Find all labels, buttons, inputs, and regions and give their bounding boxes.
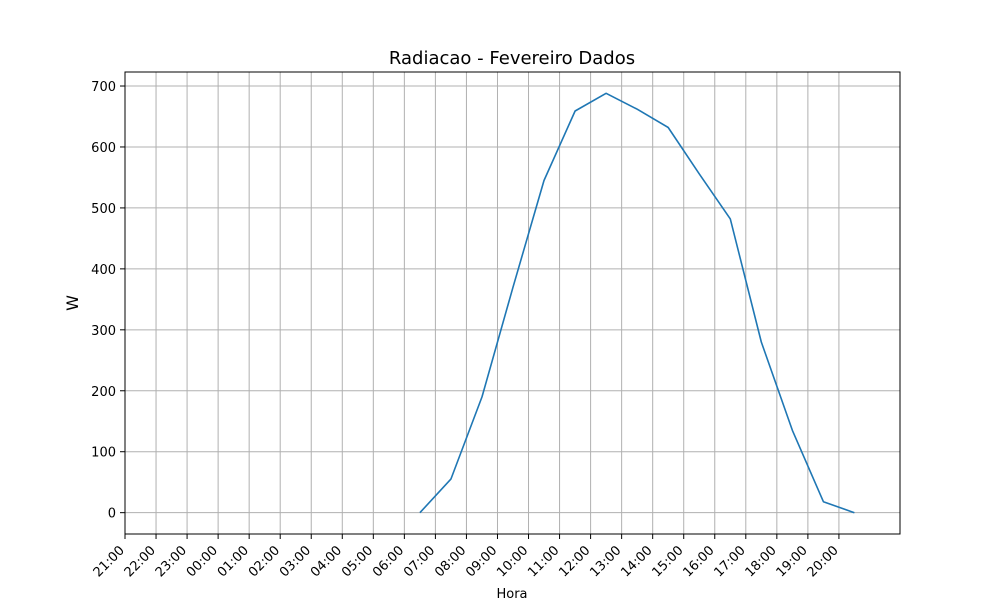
chart-title: Radiacao - Fevereiro Dados [389, 48, 635, 69]
x-axis-label: Hora [496, 587, 527, 600]
y-tick-label: 200 [91, 385, 116, 400]
y-tick-label: 0 [108, 507, 116, 522]
y-tick-label: 500 [91, 202, 116, 217]
y-tick-label: 400 [91, 263, 116, 278]
y-tick-label: 700 [91, 80, 116, 95]
y-axis-label: W [63, 295, 82, 311]
y-tick-label: 100 [91, 446, 116, 461]
y-tick-label: 300 [91, 324, 116, 339]
y-tick-label: 600 [91, 141, 116, 156]
